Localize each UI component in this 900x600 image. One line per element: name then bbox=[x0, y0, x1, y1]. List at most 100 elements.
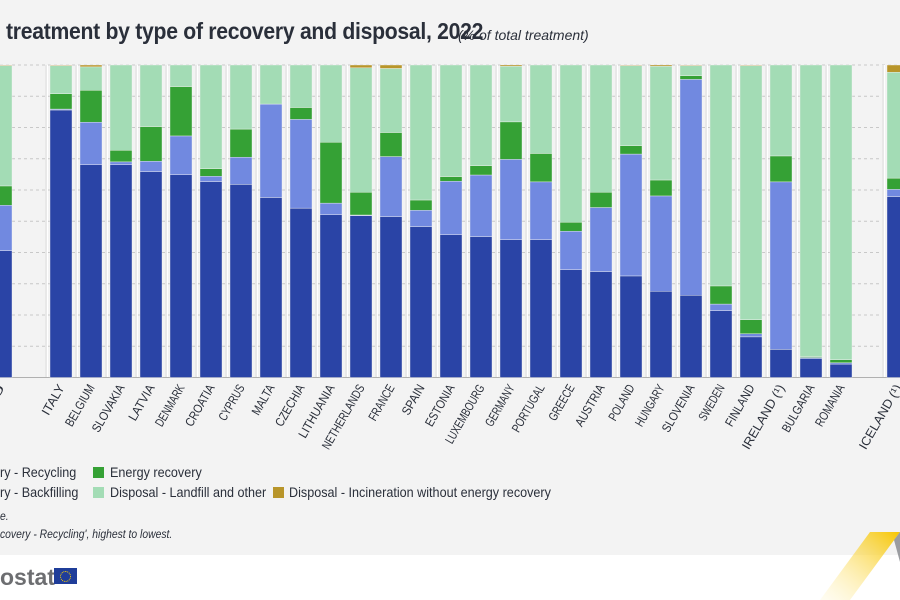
bar-segment-recycling bbox=[679, 295, 703, 378]
bar-segment-energy bbox=[469, 165, 493, 176]
x-tick-label: SWEDEN bbox=[696, 382, 728, 423]
bar-segment-backfilling bbox=[0, 205, 13, 251]
bar-segment-landfill bbox=[169, 64, 193, 87]
stacked-bar-chart: U ITALYBELGIUMSLOVAKIALATVIADENMARKCROATI… bbox=[0, 64, 900, 450]
bar-segment-energy bbox=[529, 153, 553, 183]
bar-segment-backfilling bbox=[649, 195, 673, 292]
bar-segment-energy bbox=[49, 93, 73, 110]
bar-segment-backfilling bbox=[139, 161, 163, 172]
bar-segment-recycling bbox=[259, 197, 283, 378]
bar-segment-backfilling bbox=[559, 231, 583, 270]
bar-segment-backfilling bbox=[709, 303, 733, 311]
bar-segment-energy bbox=[319, 141, 343, 204]
bar-segment-recycling bbox=[379, 216, 403, 378]
x-tick-label: SPAIN bbox=[399, 382, 428, 418]
bar-segment-recycling bbox=[829, 363, 853, 378]
bar-segment-landfill bbox=[109, 64, 133, 151]
bar-segment-energy bbox=[349, 191, 373, 216]
bar-segment-backfilling bbox=[169, 135, 193, 175]
bar-segment-landfill bbox=[769, 64, 793, 157]
bar-segment-backfilling bbox=[79, 121, 103, 165]
bar-segment-energy bbox=[289, 107, 313, 120]
bar-segment-landfill bbox=[559, 64, 583, 223]
bar-segment-landfill bbox=[199, 64, 223, 169]
bar-segment-energy bbox=[199, 168, 223, 177]
bar-segment-recycling bbox=[739, 336, 763, 378]
bar-segment-recycling bbox=[169, 174, 193, 378]
bar-segment-landfill bbox=[829, 64, 853, 360]
bar-segment-energy bbox=[79, 90, 103, 123]
bar-segment-backfilling bbox=[439, 181, 463, 235]
bar-segment-recycling bbox=[109, 164, 133, 378]
bar-segment-landfill bbox=[739, 65, 763, 320]
eu-flag-icon bbox=[54, 568, 77, 584]
legend-landfill: Disposal - Landfill and other bbox=[110, 484, 267, 500]
bar-segment-incineration bbox=[739, 64, 763, 66]
bar-segment-incineration bbox=[649, 64, 673, 67]
legend-swatch-incineration bbox=[273, 487, 284, 498]
footnote-2: covery - Recycling', highest to lowest. bbox=[0, 529, 173, 541]
bar-segment-backfilling bbox=[769, 181, 793, 350]
bar-segment-backfilling bbox=[469, 174, 493, 237]
bar-segment-recycling bbox=[49, 109, 73, 378]
bar-segment-landfill bbox=[139, 64, 163, 127]
bar-segment-backfilling bbox=[409, 210, 433, 227]
x-tick-label: ITALY bbox=[39, 381, 68, 417]
bar-segment-landfill bbox=[529, 64, 553, 154]
bar-segment-landfill bbox=[679, 65, 703, 76]
bar-segment-landfill bbox=[379, 68, 403, 133]
bar-segment-incineration bbox=[886, 64, 900, 73]
chart-title: treatment by type of recovery and dispos… bbox=[6, 18, 484, 44]
legend-recycling: ry - Recycling bbox=[0, 464, 77, 480]
bar-segment-recycling bbox=[79, 164, 103, 378]
x-tick-label: GREECE bbox=[546, 382, 578, 423]
bar-segment-landfill bbox=[589, 64, 613, 193]
bar-segment-backfilling bbox=[679, 79, 703, 296]
bar-segment-recycling bbox=[769, 349, 793, 378]
bar-segment-landfill bbox=[349, 67, 373, 193]
x-tick-label: ROMANIA bbox=[812, 382, 847, 429]
legend-incineration: Disposal - Incineration without energy r… bbox=[289, 484, 551, 500]
bar-segment-energy bbox=[139, 126, 163, 162]
bar-segment-recycling bbox=[559, 269, 583, 378]
x-tick-label: LATVIA bbox=[126, 381, 158, 423]
bar-segment-landfill bbox=[799, 64, 823, 357]
bar-segment-recycling bbox=[709, 310, 733, 378]
bar-segment-recycling bbox=[289, 207, 313, 378]
footnote-1: e. bbox=[0, 511, 9, 523]
bar-segment-energy bbox=[649, 179, 673, 197]
bar-segment-landfill bbox=[79, 66, 103, 91]
bar-segment-recycling bbox=[199, 181, 223, 378]
bar-segment-backfilling bbox=[499, 159, 523, 240]
eurostat-logo: ostat bbox=[0, 564, 55, 590]
x-tick-label: ICELAND (¹) bbox=[856, 382, 900, 450]
bar-segment-energy bbox=[379, 132, 403, 157]
bar-segment-backfilling bbox=[259, 103, 283, 198]
bar-segment-energy bbox=[109, 150, 133, 163]
x-tick-label: CYPRUS bbox=[216, 382, 248, 423]
bar-segment-energy bbox=[499, 121, 523, 160]
bar-segment-backfilling bbox=[379, 156, 403, 217]
bar-segment-incineration bbox=[349, 64, 373, 69]
bar-segment-recycling bbox=[0, 250, 13, 378]
bar-segment-energy bbox=[169, 86, 193, 137]
bar-segment-recycling bbox=[469, 236, 493, 378]
bar-segment-energy bbox=[829, 359, 853, 364]
bar-segment-energy bbox=[229, 128, 253, 158]
bar-segment-recycling bbox=[619, 275, 643, 378]
bar-segment-incineration bbox=[619, 64, 643, 66]
bar-segment-landfill bbox=[319, 64, 343, 143]
bar-segment-recycling bbox=[499, 239, 523, 378]
bar-segment-energy bbox=[619, 145, 643, 155]
legend-swatch-landfill bbox=[93, 487, 104, 498]
bar-segment-backfilling bbox=[739, 333, 763, 338]
bar-segment-recycling bbox=[409, 226, 433, 378]
bar-segment-energy bbox=[769, 155, 793, 183]
bar-segment-incineration bbox=[499, 64, 523, 67]
bar-segment-recycling bbox=[589, 271, 613, 378]
bar-segment-energy bbox=[0, 185, 13, 206]
legend-energy: Energy recovery bbox=[110, 464, 202, 480]
bar-segment-recycling bbox=[529, 239, 553, 378]
bar-segment-backfilling bbox=[589, 207, 613, 272]
bar-segment-landfill bbox=[499, 66, 523, 123]
